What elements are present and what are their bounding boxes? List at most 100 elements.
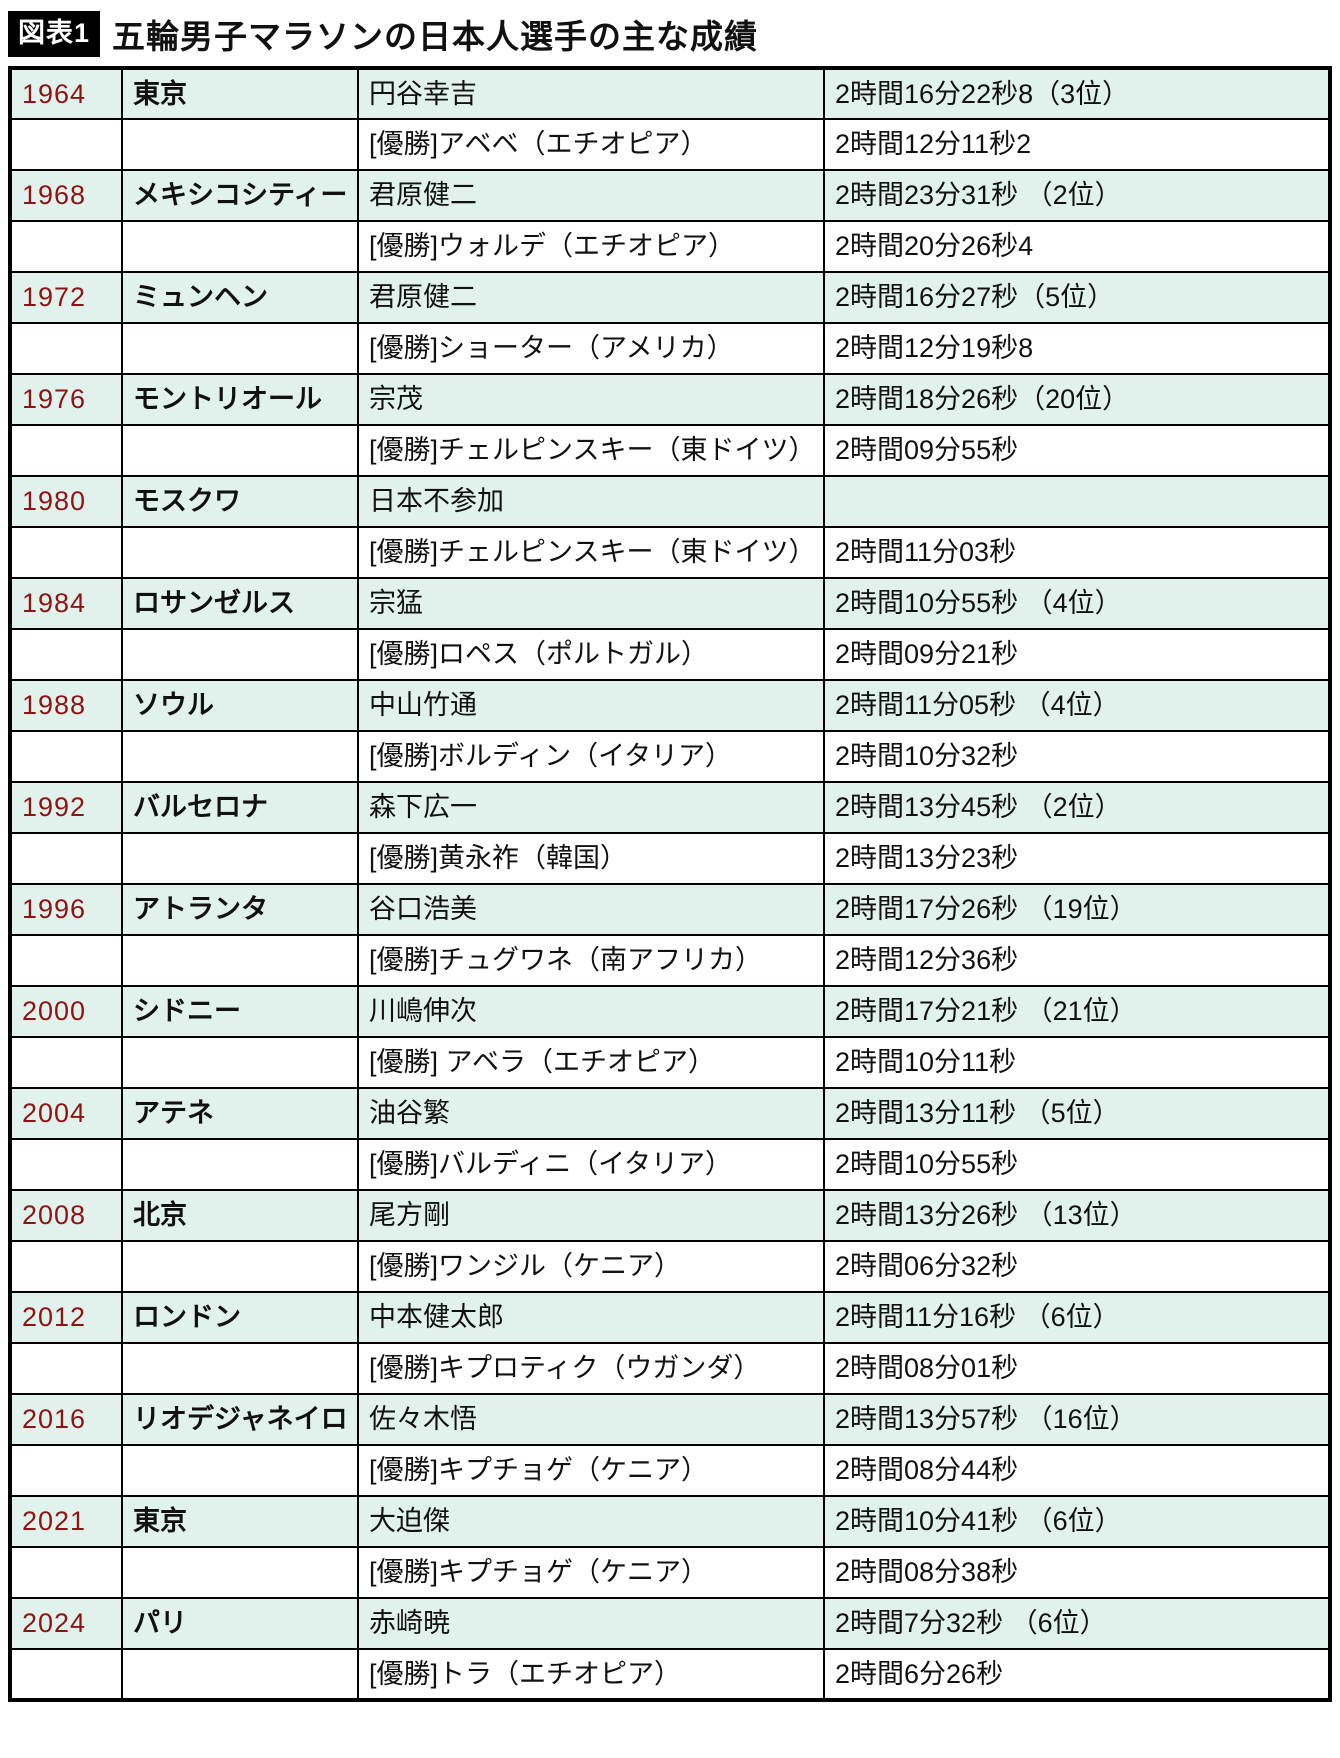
winner-name-cell: [優勝]チュグワネ（南アフリカ） [357,934,825,987]
winner-time-cell: 2時間10分11秒 [823,1036,1331,1089]
winner-time-cell: 2時間10分32秒 [823,730,1331,783]
year-cell-empty [9,1444,123,1497]
winner-time-cell: 2時間08分01秒 [823,1342,1331,1395]
winner-row: [優勝]チェルピンスキー（東ドイツ） 2時間11分03秒 [9,526,1331,579]
japanese-athlete-row: 1972 ミュンヘン 君原健二 2時間16分27秒（5位） [9,271,1331,324]
athlete-time-cell: 2時間23分31秒 （2位） [823,169,1331,222]
year-cell-empty [9,1138,123,1191]
winner-time-cell: 2時間06分32秒 [823,1240,1331,1293]
winner-name-cell: [優勝]トラ（エチオピア） [357,1648,825,1701]
athlete-time-cell: 2時間10分41秒 （6位） [823,1495,1331,1548]
athlete-time-cell: 2時間13分57秒 （16位） [823,1393,1331,1446]
city-cell-empty [121,832,359,885]
winner-row: [優勝]キプチョゲ（ケニア） 2時間08分38秒 [9,1546,1331,1599]
figure-tag: 図表1 [8,11,101,57]
year-cell: 1976 [9,373,123,426]
athlete-time-cell: 2時間7分32秒 （6位） [823,1597,1331,1650]
city-cell: メキシコシティー [121,169,359,222]
japanese-athlete-row: 2016 リオデジャネイロ 佐々木悟 2時間13分57秒 （16位） [9,1393,1331,1446]
japanese-athlete-row: 1976 モントリオール 宗茂 2時間18分26秒（20位） [9,373,1331,426]
year-cell-empty [9,1648,123,1701]
year-cell: 1980 [9,475,123,528]
winner-row: [優勝]ワンジル（ケニア） 2時間06分32秒 [9,1240,1331,1293]
athlete-time-cell: 2時間17分26秒 （19位） [823,883,1331,936]
athlete-name-cell: 君原健二 [357,169,825,222]
winner-name-cell: [優勝]バルディニ（イタリア） [357,1138,825,1191]
city-cell-empty [121,220,359,273]
year-cell-empty [9,832,123,885]
winner-time-cell: 2時間09分55秒 [823,424,1331,477]
city-cell-empty [121,1240,359,1293]
athlete-name-cell: 中山竹通 [357,679,825,732]
results-table-body: 1964 東京 円谷幸吉 2時間16分22秒8（3位） [優勝]アベベ（エチオピア） 2時… [9,67,1331,1701]
winner-row: [優勝]チュグワネ（南アフリカ） 2時間12分36秒 [9,934,1331,987]
winner-row: [優勝]トラ（エチオピア） 2時間6分26秒 [9,1648,1331,1701]
year-cell: 1988 [9,679,123,732]
winner-name-cell: [優勝]ボルディン（イタリア） [357,730,825,783]
year-cell-empty [9,1036,123,1089]
winner-row: [優勝]ウォルデ（エチオピア） 2時間20分26秒4 [9,220,1331,273]
city-cell-empty [121,1648,359,1701]
japanese-athlete-row: 1968 メキシコシティー 君原健二 2時間23分31秒 （2位） [9,169,1331,222]
japanese-athlete-row: 2012 ロンドン 中本健太郎 2時間11分16秒 （6位） [9,1291,1331,1344]
japanese-athlete-row: 2008 北京 尾方剛 2時間13分26秒 （13位） [9,1189,1331,1242]
japanese-athlete-row: 1996 アトランタ 谷口浩美 2時間17分26秒 （19位） [9,883,1331,936]
city-cell-empty [121,118,359,171]
athlete-name-cell: 佐々木悟 [357,1393,825,1446]
athlete-name-cell: 君原健二 [357,271,825,324]
results-table: 1964 東京 円谷幸吉 2時間16分22秒8（3位） [優勝]アベベ（エチオピア） 2時… [8,66,1332,1702]
winner-row: [優勝]チェルピンスキー（東ドイツ） 2時間09分55秒 [9,424,1331,477]
winner-time-cell: 2時間11分03秒 [823,526,1331,579]
winner-time-cell: 2時間20分26秒4 [823,220,1331,273]
athlete-time-cell: 2時間16分27秒（5位） [823,271,1331,324]
year-cell: 2004 [9,1087,123,1140]
city-cell: ソウル [121,679,359,732]
figure-header: 図表1 五輪男子マラソンの日本人選手の主な成績 [8,10,1332,58]
athlete-time-cell: 2時間18分26秒（20位） [823,373,1331,426]
city-cell: アテネ [121,1087,359,1140]
year-cell-empty [9,934,123,987]
city-cell-empty [121,1546,359,1599]
city-cell-empty [121,934,359,987]
city-cell-empty [121,1444,359,1497]
year-cell-empty [9,628,123,681]
athlete-name-cell: 宗猛 [357,577,825,630]
japanese-athlete-row: 1988 ソウル 中山竹通 2時間11分05秒 （4位） [9,679,1331,732]
year-cell: 2000 [9,985,123,1038]
japanese-athlete-row: 1980 モスクワ 日本不参加 [9,475,1331,528]
japanese-athlete-row: 2000 シドニー 川嶋伸次 2時間17分21秒 （21位） [9,985,1331,1038]
winner-name-cell: [優勝]ロペス（ポルトガル） [357,628,825,681]
winner-row: [優勝]ショーター（アメリカ） 2時間12分19秒8 [9,322,1331,375]
winner-name-cell: [優勝]キプチョゲ（ケニア） [357,1546,825,1599]
athlete-time-cell: 2時間11分05秒 （4位） [823,679,1331,732]
athlete-name-cell: 谷口浩美 [357,883,825,936]
winner-time-cell: 2時間08分38秒 [823,1546,1331,1599]
city-cell-empty [121,628,359,681]
winner-row: [優勝]ボルディン（イタリア） 2時間10分32秒 [9,730,1331,783]
athlete-time-cell: 2時間10分55秒 （4位） [823,577,1331,630]
city-cell: バルセロナ [121,781,359,834]
winner-time-cell: 2時間12分36秒 [823,934,1331,987]
city-cell-empty [121,424,359,477]
city-cell-empty [121,322,359,375]
winner-time-cell: 2時間12分11秒2 [823,118,1331,171]
athlete-time-cell: 2時間16分22秒8（3位） [823,67,1331,120]
winner-row: [優勝]ロペス（ポルトガル） 2時間09分21秒 [9,628,1331,681]
winner-name-cell: [優勝]ウォルデ（エチオピア） [357,220,825,273]
city-cell: 東京 [121,1495,359,1548]
athlete-name-cell: 尾方剛 [357,1189,825,1242]
winner-name-cell: [優勝]ショーター（アメリカ） [357,322,825,375]
year-cell: 2024 [9,1597,123,1650]
winner-row: [優勝]バルディニ（イタリア） 2時間10分55秒 [9,1138,1331,1191]
winner-row: [優勝] アベラ（エチオピア） 2時間10分11秒 [9,1036,1331,1089]
city-cell-empty [121,526,359,579]
year-cell: 1968 [9,169,123,222]
year-cell-empty [9,322,123,375]
winner-name-cell: [優勝]ワンジル（ケニア） [357,1240,825,1293]
city-cell: モントリオール [121,373,359,426]
city-cell-empty [121,1138,359,1191]
page-title: 五輪男子マラソンの日本人選手の主な成績 [112,18,759,55]
winner-time-cell: 2時間09分21秒 [823,628,1331,681]
athlete-name-cell: 宗茂 [357,373,825,426]
year-cell: 2021 [9,1495,123,1548]
